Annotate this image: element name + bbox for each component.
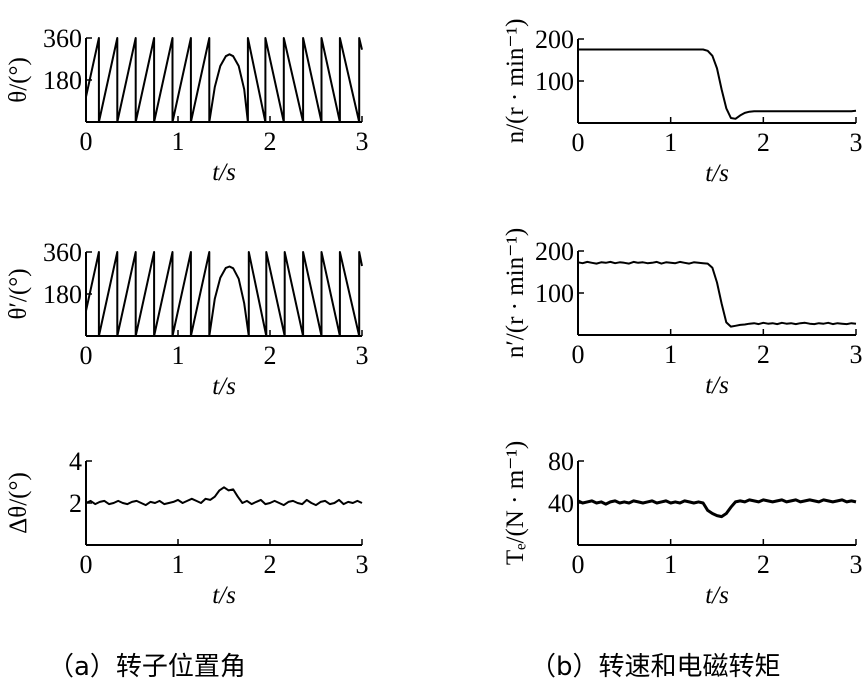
series-line-delta_theta xyxy=(85,486,363,507)
y-tick-label: 80 xyxy=(548,447,574,476)
x-tick-label: 0 xyxy=(80,127,93,156)
subplot-delta_theta: 0 1 2 3 2 4 t/s Δθ/(°) xyxy=(5,447,369,609)
x-axis-label: t/s xyxy=(212,373,236,400)
x-tick-label: 2 xyxy=(264,127,277,156)
y-tick-label: 40 xyxy=(548,489,574,518)
x-tick-label: 0 xyxy=(80,341,93,370)
y-tick-label: 180 xyxy=(43,280,82,309)
series-line-torque xyxy=(577,498,857,519)
x-tick-label: 2 xyxy=(757,550,770,579)
y-tick-label: 2 xyxy=(69,489,82,518)
x-axis-label: t/s xyxy=(705,372,729,399)
series-line-speed_est xyxy=(577,260,857,328)
x-axis-label: t/s xyxy=(212,582,236,609)
x-tick-label: 1 xyxy=(664,340,677,369)
x-tick-label: 3 xyxy=(850,128,863,157)
x-tick-label: 2 xyxy=(757,340,770,369)
x-tick-label: 2 xyxy=(264,550,277,579)
x-tick-label: 0 xyxy=(572,550,585,579)
caption-a: （a）转子位置角 xyxy=(48,652,246,682)
subplot-torque: 0 1 2 3 40 80 t/s Tₑ/(N · m⁻¹) xyxy=(502,441,863,609)
series-line-theta xyxy=(85,37,363,123)
subplot-speed: 0 1 2 3 100 200 t/s n/(r · min⁻¹) xyxy=(502,19,863,187)
x-tick-label: 1 xyxy=(172,550,185,579)
y-tick-label: 4 xyxy=(69,447,82,476)
y-axis-label: Tₑ/(N · m⁻¹) xyxy=(502,441,529,565)
x-tick-label: 3 xyxy=(356,127,369,156)
y-axis-label: n/(r · min⁻¹) xyxy=(502,19,529,144)
x-tick-label: 3 xyxy=(850,550,863,579)
series-line-speed xyxy=(578,48,857,120)
subplot-theta: 0 1 2 3 180 360 t/s θ/(°) xyxy=(5,24,369,186)
caption-b: （b）转速和电磁转矩 xyxy=(530,652,781,682)
x-axis-label: t/s xyxy=(212,159,236,186)
subplot-theta_est: 0 1 2 3 180 360 t/s θ′/(°) xyxy=(5,238,369,400)
y-tick-label: 180 xyxy=(43,66,82,95)
y-tick-label: 100 xyxy=(535,67,574,96)
x-tick-label: 2 xyxy=(757,128,770,157)
y-axis-label: θ′/(°) xyxy=(5,268,32,319)
x-tick-label: 1 xyxy=(172,127,185,156)
y-axis-label: θ/(°) xyxy=(5,57,32,103)
x-tick-label: 1 xyxy=(172,341,185,370)
y-tick-label: 200 xyxy=(535,25,574,54)
y-axis-label: n′/(r · min⁻¹) xyxy=(502,228,529,358)
x-axis-label: t/s xyxy=(705,582,729,609)
y-tick-label: 360 xyxy=(43,24,82,53)
subplot-speed_est: 0 1 2 3 100 200 t/s n′/(r · min⁻¹) xyxy=(502,228,863,399)
x-tick-label: 1 xyxy=(664,550,677,579)
x-tick-label: 1 xyxy=(664,128,677,157)
x-tick-label: 0 xyxy=(572,340,585,369)
x-tick-label: 0 xyxy=(80,550,93,579)
x-tick-label: 3 xyxy=(356,550,369,579)
x-tick-label: 3 xyxy=(850,340,863,369)
y-tick-label: 200 xyxy=(535,237,574,266)
x-tick-label: 3 xyxy=(356,341,369,370)
x-tick-label: 2 xyxy=(264,341,277,370)
x-tick-label: 0 xyxy=(572,128,585,157)
series-line-theta_est xyxy=(85,251,363,337)
y-tick-label: 100 xyxy=(535,279,574,308)
y-axis-label: Δθ/(°) xyxy=(5,472,32,534)
x-axis-label: t/s xyxy=(705,160,729,187)
y-tick-label: 360 xyxy=(43,238,82,267)
